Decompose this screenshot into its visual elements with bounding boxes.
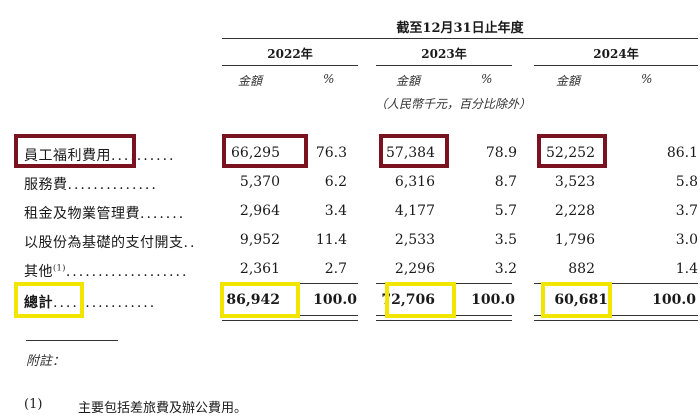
year-2024: 2024年 [593,47,639,61]
row-label-service-fees: 服務費.............. [24,174,158,194]
total-cell: 100.0 [471,292,515,308]
footnote-marker: (1) [53,263,66,273]
row-label-others: 其他(1)................... [24,261,188,281]
total-cell: 100.0 [313,292,357,308]
table-cell: 3.2 [494,261,517,277]
row-label-share-based: 以股份為基礎的支付開支.. [24,232,196,252]
year-2023: 2023年 [421,47,467,61]
footnote-number: (1) [24,397,43,412]
year-2024-rule [534,65,698,66]
amount-header-2024: 金額 [556,74,581,88]
table-cell: 66,295 [231,145,280,161]
highlight-box-yellow [541,282,612,318]
leader-dots: .......... [111,148,176,164]
table-cell: 2,296 [394,261,435,277]
percent-header-2022: % [323,72,335,86]
table-cell: 52,252 [546,145,595,161]
highlight-box-yellow [220,282,300,318]
highlight-box-yellow [385,282,456,318]
year-2022-rule [222,65,358,66]
table-cell: 76.3 [315,145,347,161]
row-label-text: 服務費 [24,177,68,193]
footnote-text: 主要包括差旅費及辦公費用。 [78,401,248,416]
percent-header-2024: % [641,72,653,86]
table-cell: 3.0 [675,232,698,248]
table-cell: 3,523 [554,174,595,190]
highlight-box-red [222,134,308,168]
total-cell: 60,681 [554,292,608,308]
table-cell: 5,370 [239,174,280,190]
table-cell: 9,952 [239,232,280,248]
row-label-text: 其他 [24,264,53,280]
leader-dots: ....... [140,206,186,222]
subtotal-rule [534,283,698,284]
table-cell: 3.5 [494,232,517,248]
row-label-total: 總計................ [24,292,156,312]
row-label-text: 總計 [24,295,53,311]
table-cell: 3.4 [324,203,347,219]
table-cell: 2,964 [239,203,280,219]
table-cell: 2,533 [394,232,435,248]
table-cell: 2.7 [324,261,347,277]
table-cell: 57,384 [386,145,435,161]
table-cell: 6,316 [394,174,435,190]
table-cell: 1,796 [554,232,595,248]
highlight-box-yellow [14,282,84,318]
period-title: 截至12月31日止年度 [396,21,524,36]
amount-header-2022: 金額 [238,74,263,88]
amount-header-2023: 金額 [396,74,421,88]
year-2022: 2022年 [267,47,313,61]
table-cell: 11.4 [315,232,347,248]
row-label-staff-costs: 員工福利費用.......... [24,145,176,165]
table-cell: 2,361 [239,261,280,277]
leader-dots: ................... [65,264,189,280]
table-cell: 1.4 [675,261,698,277]
table-cell: 5.8 [675,174,698,190]
total-cell: 86,942 [226,292,280,308]
unit-note: （人民幣千元，百分比除外） [375,97,532,111]
table-cell: 86.1 [666,145,698,161]
leader-dots: .. [183,235,197,251]
header-rule [222,38,698,39]
table-cell: 8.7 [494,174,517,190]
notes-label: 附註： [26,354,66,369]
row-label-rent: 租金及物業管理費....... [24,203,185,223]
leader-dots: ................ [53,295,157,311]
total-double-rule [534,315,698,321]
highlight-box-red [379,134,449,168]
row-label-text: 員工福利費用 [24,148,111,164]
row-label-text: 租金及物業管理費 [24,206,140,222]
table-cell: 3.7 [675,203,698,219]
highlight-box-red [14,134,136,168]
table-cell: 5.7 [494,203,517,219]
table-cell: 2,228 [554,203,595,219]
table-cell: 6.2 [324,174,347,190]
table-cell: 78.9 [485,145,517,161]
table-cell: 882 [568,261,595,277]
leader-dots: .............. [67,177,158,193]
total-cell: 100.0 [652,292,696,308]
percent-header-2023: % [481,72,493,86]
row-label-text: 以股份為基礎的支付開支 [24,235,184,251]
total-cell: 72,706 [381,292,435,308]
year-2023-rule [376,65,512,66]
notes-rule [26,340,118,341]
table-cell: 4,177 [394,203,435,219]
highlight-box-red [537,134,607,168]
